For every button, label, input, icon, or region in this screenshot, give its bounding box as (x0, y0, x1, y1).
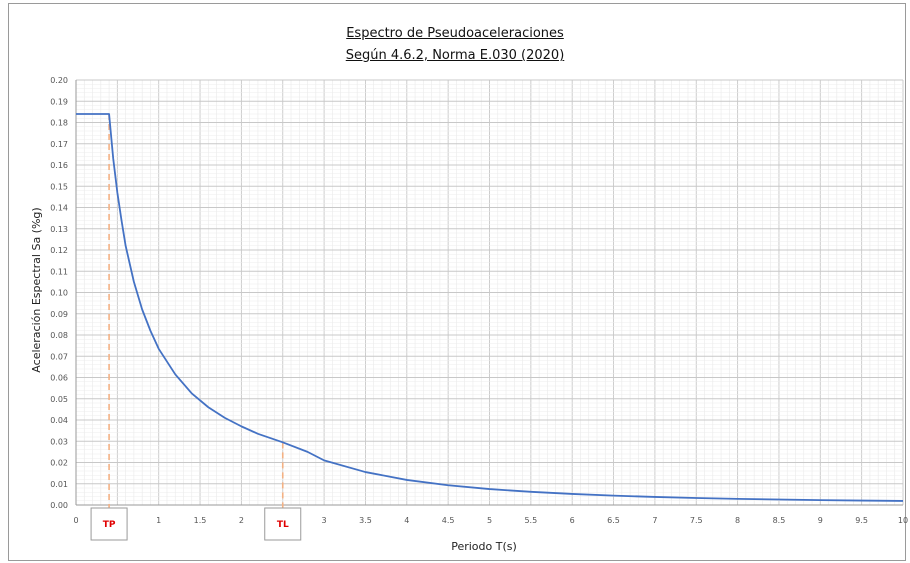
x-tick-label: 1.5 (194, 516, 207, 525)
y-tick-label: 0.06 (50, 374, 68, 383)
x-tick-label: 6.5 (607, 516, 620, 525)
chart-title: Espectro de Pseudoaceleraciones (346, 26, 564, 41)
marker-box-tp (90, 507, 128, 541)
series-layer (76, 113, 904, 502)
x-axis-label: Periodo T(s) (451, 540, 517, 553)
y-tick-label: 0.01 (50, 480, 68, 489)
y-tick-label: 0.19 (50, 97, 68, 106)
y-tick-label: 0.02 (50, 459, 68, 468)
y-tick-label: 0.11 (50, 267, 68, 276)
y-tick-label: 0.12 (50, 246, 68, 255)
x-tick-label: 8 (735, 516, 740, 525)
x-tick-label: 5 (487, 516, 492, 525)
axes (75, 80, 903, 506)
y-tick-label: 0.20 (50, 76, 68, 85)
y-tick-label: 0.08 (50, 331, 68, 340)
chart-frame (8, 3, 906, 561)
y-tick-label: 0.04 (50, 416, 68, 425)
y-tick-label: 0.15 (50, 182, 68, 191)
marker-label-tl: TL (277, 520, 289, 530)
y-tick-label: 0.10 (50, 289, 68, 298)
x-tick-label: 1 (156, 516, 161, 525)
marker-box-tl (264, 507, 302, 541)
y-tick-label: 0.17 (50, 140, 68, 149)
x-tick-label: 2 (239, 516, 244, 525)
x-tick-label: 9 (818, 516, 823, 525)
period-marker-lines (108, 114, 284, 509)
period-marker-labels: TP TL (90, 507, 302, 541)
x-tick-label: 5.5 (524, 516, 537, 525)
x-tick-label: 9.5 (855, 516, 868, 525)
x-tick-label: 7 (652, 516, 657, 525)
y-axis-label: Aceleración Espectral Sa (%g) (30, 207, 43, 372)
y-tick-label: 0.18 (50, 119, 68, 128)
y-tick-label: 0.03 (50, 437, 68, 446)
x-tick-label: 4.5 (442, 516, 455, 525)
y-tick-label: 0.07 (50, 352, 68, 361)
gridlines (75, 79, 904, 506)
x-tick-label: 3 (322, 516, 327, 525)
x-tick-label: 10 (898, 516, 908, 525)
x-tick-label: 6 (570, 516, 575, 525)
tick-labels: 00.511.522.533.544.555.566.577.588.599.5… (50, 76, 908, 525)
chart-subtitle: Según 4.6.2, Norma E.030 (2020) (345, 48, 565, 63)
marker-label-tp: TP (103, 520, 116, 530)
y-tick-label: 0.09 (50, 310, 68, 319)
x-tick-label: 8.5 (773, 516, 786, 525)
x-tick-label: 3.5 (359, 516, 372, 525)
y-tick-label: 0.16 (50, 161, 68, 170)
y-tick-label: 0.14 (50, 204, 68, 213)
y-tick-label: 0.00 (50, 501, 68, 510)
y-tick-label: 0.13 (50, 225, 68, 234)
y-tick-label: 0.05 (50, 395, 68, 404)
x-tick-label: 0 (73, 516, 78, 525)
x-tick-label: 4 (404, 516, 409, 525)
x-tick-label: 7.5 (690, 516, 703, 525)
series-line (76, 113, 904, 502)
